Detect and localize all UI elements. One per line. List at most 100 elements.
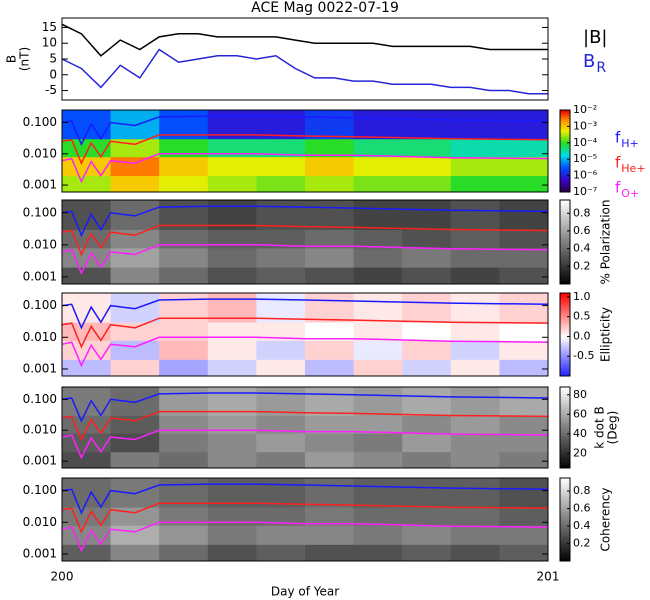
heatmap-cell [450, 200, 500, 230]
heatmap-cell [450, 229, 500, 249]
colorbar-slice [560, 346, 570, 349]
colorbar-slice [560, 278, 570, 282]
heatmap-cell [305, 229, 354, 249]
heatmap-cell [159, 415, 209, 434]
colorbar-slice [560, 206, 570, 209]
colorbar-slice [560, 395, 570, 398]
heatmap-cell [499, 156, 549, 177]
colorbar-slice [560, 265, 570, 268]
heatmap-cell [305, 544, 354, 562]
colorbar-slice [560, 451, 570, 454]
heatmap-cell [159, 433, 209, 453]
colorbar-tick-label: 10⁻² [573, 103, 597, 116]
heatmap-cell [499, 451, 549, 469]
colorbar-slice [560, 185, 570, 188]
colorbar-tick-label: 0.4 [573, 519, 591, 532]
colorbar-slice [560, 532, 570, 535]
heatmap-cell [499, 387, 549, 416]
data-line [61, 153, 549, 184]
y-tick-label: 10 [42, 36, 57, 50]
colorbar-slice [560, 531, 570, 534]
colorbar-slice [560, 519, 570, 522]
plot-frame [61, 292, 549, 377]
legend-subscript: O+ [621, 187, 639, 200]
colorbar-slice [560, 124, 570, 127]
y-tick-label: 0.001 [23, 546, 57, 560]
heatmap-cell [207, 451, 257, 469]
heatmap-cell [62, 138, 111, 158]
data-line [61, 134, 549, 166]
heatmap-cell [110, 359, 160, 377]
colorbar-slice [560, 228, 570, 231]
colorbar-slice [560, 294, 570, 297]
heatmap-cell [305, 110, 354, 140]
heatmap-cell [353, 247, 403, 268]
heatmap-cell [450, 451, 500, 469]
colorbar-slice [560, 371, 570, 374]
colorbar-slice [560, 110, 570, 113]
colorbar-slice [560, 372, 570, 375]
data-line [61, 392, 549, 423]
heatmap-cell [256, 415, 306, 434]
heatmap-cell [450, 110, 500, 140]
colorbar-slice [560, 430, 570, 433]
heatmap-cell [402, 138, 452, 158]
data-line [61, 429, 549, 460]
heatmap-cell [499, 247, 549, 268]
colorbar-tick-label: 10⁻⁶ [573, 169, 598, 182]
colorbar-slice [560, 231, 570, 234]
colorbar-slice [560, 504, 570, 507]
colorbar-slice [560, 419, 570, 422]
heatmap-cell [499, 340, 549, 360]
colorbar-slice [560, 317, 570, 320]
x-tick-label: 201 [537, 570, 560, 584]
heatmap-cell [256, 451, 306, 469]
colorbar-slice [560, 509, 570, 512]
colorbar-slice [560, 357, 570, 360]
colorbar-slice [560, 131, 570, 134]
colorbar-tick-label: 0.0 [573, 329, 591, 342]
colorbar-slice [560, 455, 570, 458]
colorbar-slice [560, 205, 570, 208]
colorbar-slice [560, 478, 570, 481]
heatmap-cell [499, 229, 549, 249]
colorbar-slice [560, 319, 570, 322]
heatmap-cell [353, 507, 403, 526]
colorbar-slice [560, 369, 570, 372]
heatmap-cell [207, 433, 257, 453]
colorbar-slice [560, 412, 570, 415]
heatmap-cell [62, 267, 111, 285]
heatmap-cell [305, 433, 354, 453]
heatmap-cell [305, 267, 354, 285]
colorbar-slice [560, 464, 570, 467]
heatmap-cell [62, 322, 111, 341]
y-tick-label: 0.010 [23, 330, 57, 344]
colorbar-slice [560, 463, 570, 466]
data-line [61, 298, 549, 330]
colorbar-slice [560, 411, 570, 414]
heatmap-cell [110, 156, 160, 177]
colorbar-slice [560, 424, 570, 427]
heatmap-cell [450, 293, 500, 323]
heatmap-cell [62, 451, 111, 469]
colorbar-slice [560, 461, 570, 464]
heatmap-cell [159, 340, 209, 360]
heatmap-cell [353, 200, 403, 230]
colorbar-slice [560, 118, 570, 121]
colorbar-slice [560, 208, 570, 211]
colorbar-slice [560, 187, 570, 190]
heatmap-cell [450, 175, 500, 193]
colorbar-slice [560, 327, 570, 330]
heatmap-cell [402, 247, 452, 268]
colorbar-slice [560, 322, 570, 325]
colorbar-tick-label: 0.6 [573, 502, 591, 515]
heatmap-cell [110, 525, 160, 545]
colorbar-slice [560, 361, 570, 364]
colorbar-slice [560, 374, 570, 377]
colorbar-frame [559, 109, 571, 193]
heatmap-cell [159, 175, 209, 193]
heatmap-cell [256, 229, 306, 249]
colorbar-slice [560, 178, 570, 181]
colorbar-slice [560, 501, 570, 504]
heatmap-cell [305, 507, 354, 526]
